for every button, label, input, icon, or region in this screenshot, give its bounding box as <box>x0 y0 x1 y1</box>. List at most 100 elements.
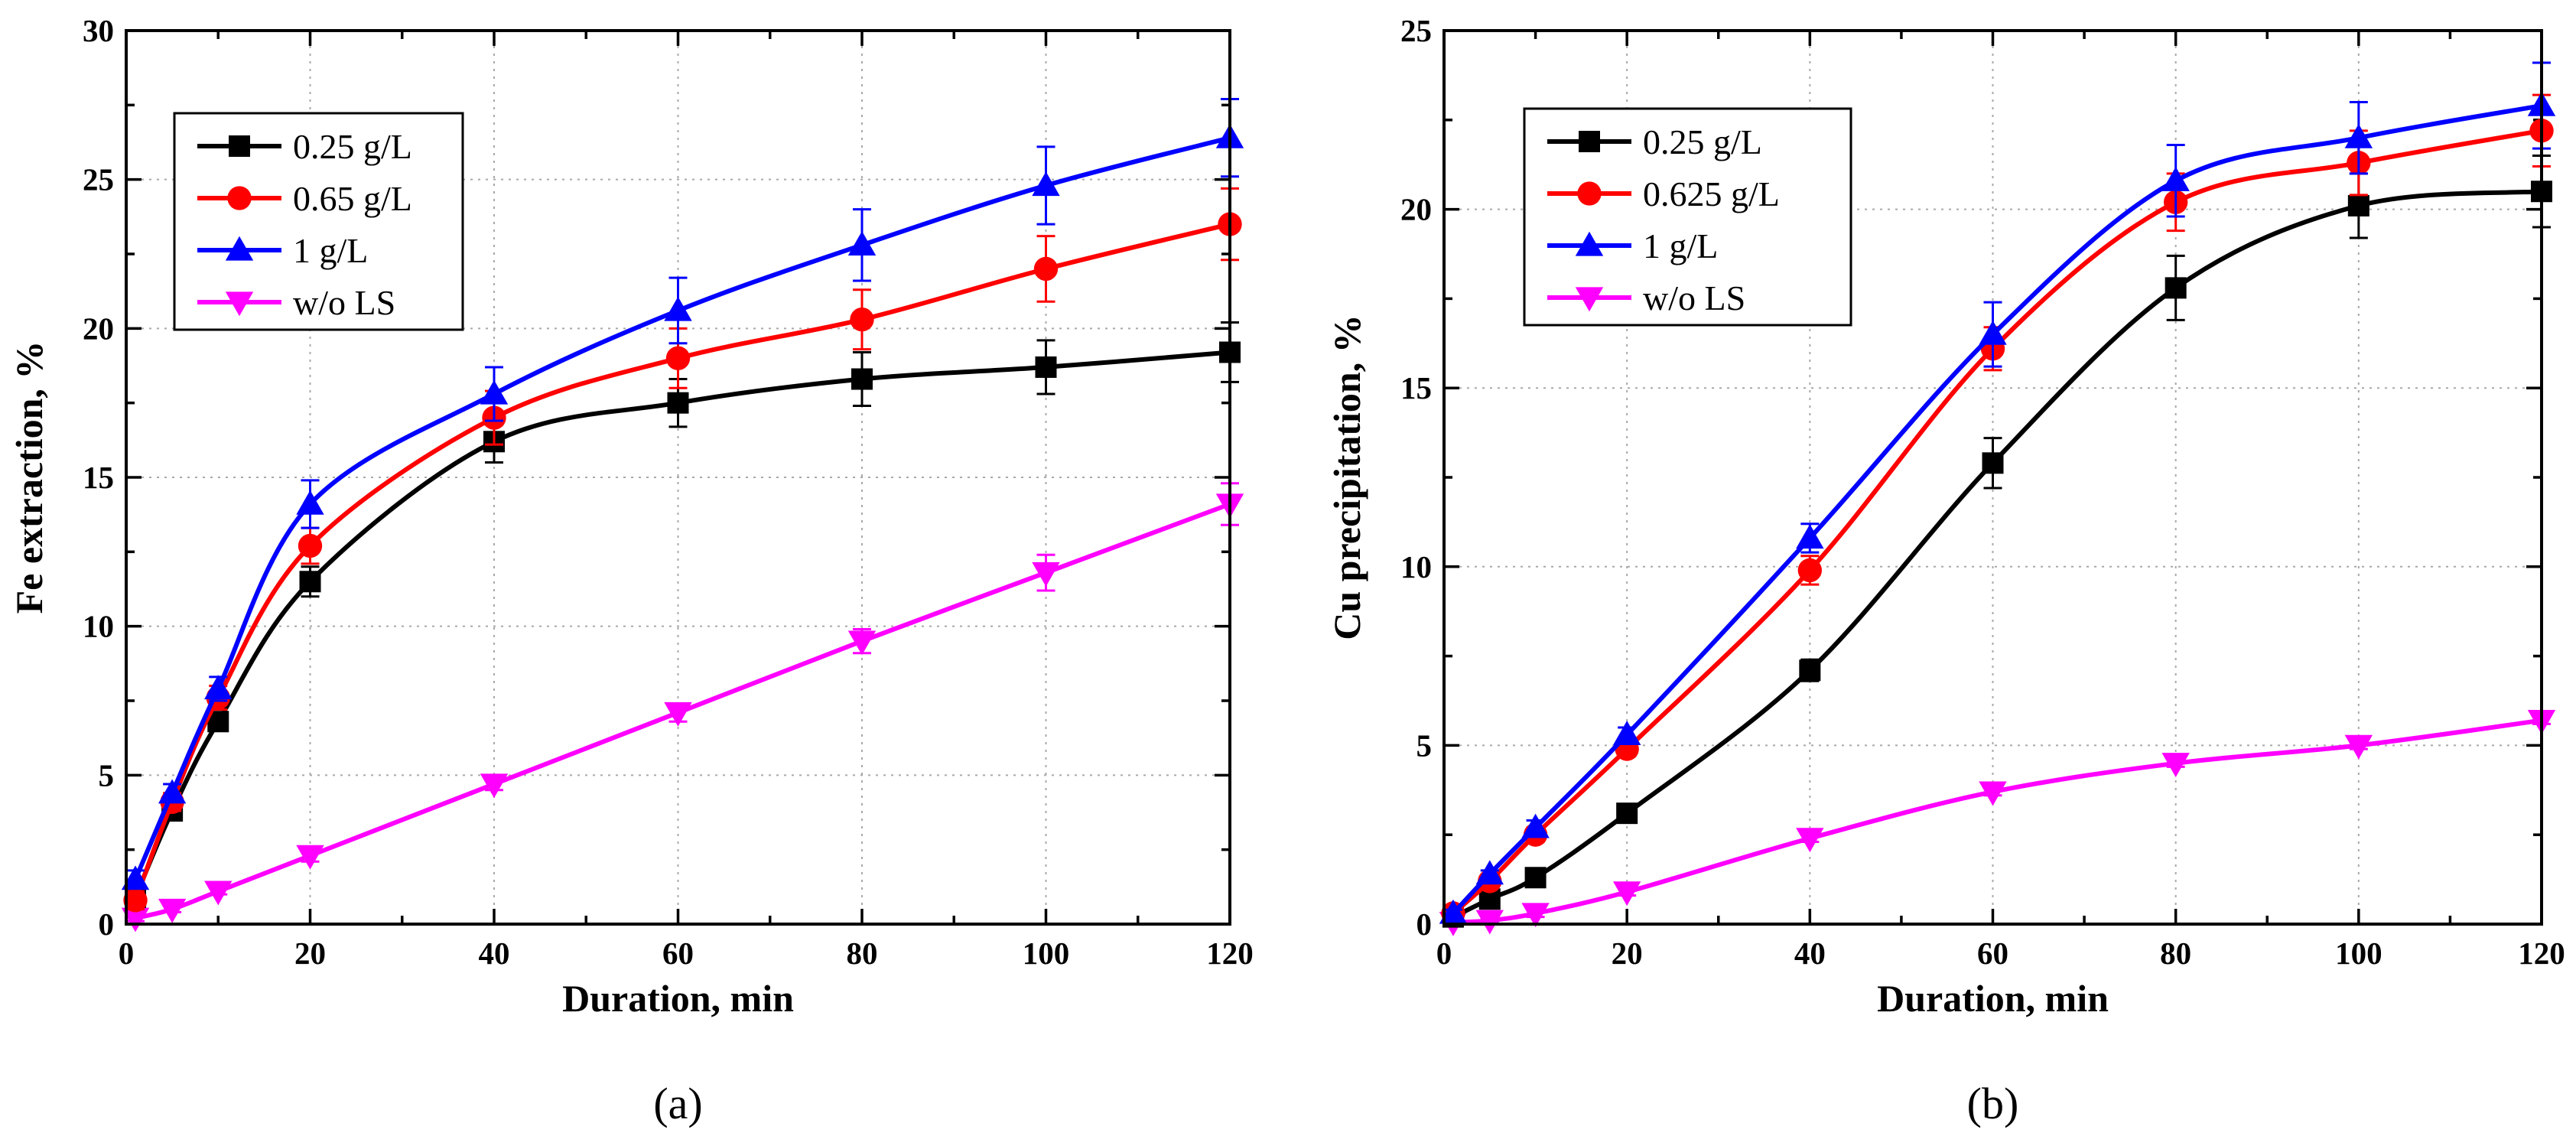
legend-item-1-marker <box>227 186 252 210</box>
data-point <box>296 490 324 515</box>
series-group <box>121 98 1244 933</box>
x-tick-label: 0 <box>119 936 135 971</box>
data-point <box>1035 356 1057 378</box>
data-point <box>664 701 692 727</box>
y-tick-label: 30 <box>83 13 114 48</box>
series-1-g-l <box>121 98 1244 890</box>
legend-label: w/o LS <box>293 283 395 322</box>
data-point <box>847 630 877 656</box>
x-axis-title: Duration, min <box>1877 977 2109 1020</box>
y-tick-label: 15 <box>1400 370 1432 405</box>
x-tick-label: 80 <box>847 936 878 971</box>
data-point <box>158 898 187 923</box>
x-tick-label: 100 <box>1023 936 1070 971</box>
x-tick-label: 80 <box>2160 936 2191 971</box>
legend-label: 0.25 g/L <box>1643 122 1762 161</box>
data-point <box>1524 867 1547 889</box>
data-point <box>2344 734 2373 760</box>
data-point <box>480 379 509 405</box>
y-tick-label: 5 <box>99 757 115 793</box>
legend-item-3-marker <box>1575 287 1604 312</box>
legend: 0.25 g/L 0.65 g/L 1 g/L w/o LS <box>173 112 464 331</box>
legend-item-1-marker <box>1577 181 1602 206</box>
y-tick-label: 25 <box>1400 13 1432 48</box>
data-point <box>480 773 509 799</box>
series-1-g-l <box>1439 61 2556 924</box>
series-w-o-ls <box>121 482 1244 933</box>
data-point <box>1521 903 1550 928</box>
data-point <box>121 907 150 933</box>
data-point <box>1612 881 1641 907</box>
data-point <box>1982 452 2004 474</box>
data-point <box>1612 721 1641 746</box>
data-point <box>121 865 150 890</box>
legend-item-0-marker <box>229 135 250 157</box>
plot-frame <box>1442 29 2543 926</box>
data-point <box>2347 194 2369 216</box>
data-point <box>850 307 874 332</box>
data-point <box>1521 813 1550 838</box>
x-tick-label: 40 <box>479 936 510 971</box>
series-w-o-ls <box>1439 710 2556 936</box>
series-0-25-g-l <box>125 321 1241 908</box>
y-tick-label: 0 <box>1416 907 1433 942</box>
legend-label: w/o LS <box>1643 278 1745 317</box>
data-point <box>123 888 148 913</box>
legend-label: 1 g/L <box>293 231 368 270</box>
data-point <box>298 533 323 558</box>
data-point <box>296 845 324 870</box>
data-point <box>1032 171 1060 197</box>
y-axis-title: Fe extraction, % <box>8 341 50 614</box>
legend-box <box>173 112 464 331</box>
data-point <box>667 392 689 414</box>
y-tick-label: 20 <box>83 311 114 346</box>
data-point <box>2344 123 2373 148</box>
data-point <box>1979 781 2007 806</box>
data-point <box>1475 860 1504 885</box>
data-point <box>1796 524 1824 549</box>
panel-label: (b) <box>1967 1079 2019 1128</box>
x-tick-label: 20 <box>294 936 326 971</box>
y-tick-label: 20 <box>1400 192 1432 227</box>
x-tick-label: 40 <box>1794 936 1826 971</box>
data-point <box>1796 828 1824 853</box>
y-tick-label: 25 <box>83 162 114 197</box>
data-point <box>204 880 233 906</box>
y-axis-title: Cu precipitation, % <box>1325 314 1368 640</box>
data-point <box>1033 256 1059 282</box>
legend-item-2-marker <box>1575 231 1604 256</box>
y-tick-label: 15 <box>83 460 114 495</box>
data-point <box>1475 910 1504 935</box>
data-point <box>299 571 321 593</box>
data-point <box>851 368 873 390</box>
data-point <box>1616 802 1638 825</box>
data-point <box>665 346 691 370</box>
data-point <box>1797 558 1823 583</box>
data-point <box>1799 659 1821 682</box>
series-line <box>133 135 1231 880</box>
data-point <box>1439 899 1468 924</box>
legend-label: 0.25 g/L <box>293 127 412 166</box>
chart-panel-b: 0 20 40 60 80 100 120 0 5 10 15 20 25 Duration, min Cu… <box>1325 13 2565 1128</box>
x-tick-label: 60 <box>1977 936 2008 971</box>
data-point <box>1979 320 2007 345</box>
legend-label: 0.65 g/L <box>293 179 412 218</box>
chart-panel-a: 0 20 40 60 80 100 120 0 5 10 15 20 25 30 Duration, min… <box>8 13 1254 1128</box>
data-point <box>2161 753 2190 777</box>
legend-item-2-marker <box>225 236 254 261</box>
data-point <box>664 296 692 321</box>
legend: 0.25 g/L 0.625 g/L 1 g/L w/o LS <box>1523 107 1852 327</box>
x-tick-label: 120 <box>2518 936 2565 971</box>
y-tick-label: 5 <box>1416 727 1433 763</box>
x-tick-label: 60 <box>662 936 694 971</box>
x-tick-label: 120 <box>1206 936 1254 971</box>
legend-label: 0.625 g/L <box>1643 174 1780 213</box>
data-point <box>2165 277 2187 299</box>
tick-labels: 0 20 40 60 80 100 120 0 5 10 15 20 25 30 <box>83 13 1254 971</box>
x-tick-label: 0 <box>1436 936 1452 971</box>
y-tick-label: 0 <box>99 907 115 942</box>
panel-label: (a) <box>653 1079 702 1128</box>
plot-frame <box>125 29 1231 926</box>
x-tick-label: 100 <box>2335 936 2382 971</box>
